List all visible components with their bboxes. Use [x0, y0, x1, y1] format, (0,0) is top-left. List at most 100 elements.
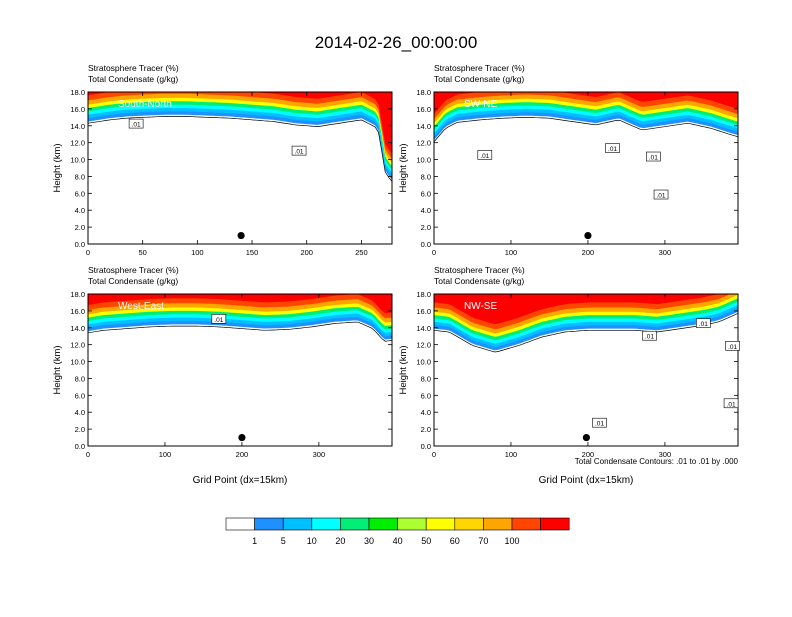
contour-label-box [723, 398, 739, 409]
x-tick-label: 300 [659, 248, 672, 257]
x-tick-label: 100 [505, 450, 518, 459]
panel-title-condensate: Total Condensate (g/kg) [88, 276, 178, 286]
y-tick-label: 14.0 [416, 324, 431, 333]
y-axis-label: Height (km) [52, 143, 63, 192]
x-tick-label: 150 [246, 248, 259, 257]
y-axis-label: Height (km) [398, 345, 409, 394]
x-axis-label: Grid Point (dx=15km) [193, 475, 288, 486]
colorbar-swatch [511, 517, 541, 531]
colorbar-label: 60 [450, 536, 460, 546]
y-tick-label: 2.0 [75, 425, 85, 434]
y-tick-label: 4.0 [75, 206, 85, 215]
y-tick-label: 12.0 [70, 139, 85, 148]
condensate-contour [434, 313, 738, 353]
contour-label-box [477, 150, 493, 160]
contour-label: .01 [295, 149, 304, 156]
y-tick-label: 4.0 [421, 408, 431, 417]
x-tick-label: 250 [355, 248, 368, 257]
panel-title-tracer: Stratosphere Tracer (%) [88, 63, 179, 73]
contour-label-box [646, 151, 661, 162]
y-tick-label: 2.0 [421, 425, 431, 434]
condensate-contour [434, 117, 738, 143]
x-tick-label: 0 [432, 248, 436, 257]
tracer-band-4 [88, 92, 392, 167]
contour-label: .01 [649, 155, 658, 162]
colorbar-label: 30 [364, 536, 374, 546]
colorbar-swatch [425, 517, 456, 531]
contour-label-box [592, 417, 607, 428]
region-label: SW-NE [464, 99, 497, 110]
panel-title-condensate: Total Condensate (g/kg) [434, 74, 524, 84]
contour-label: .01 [728, 344, 737, 351]
plot-area [88, 294, 392, 446]
location-marker [584, 231, 592, 240]
y-tick-label: 6.0 [75, 391, 85, 400]
y-tick-label: 18.0 [416, 290, 431, 299]
colorbar-swatch [540, 517, 570, 531]
region-label: West-East [118, 301, 164, 312]
plot-area [88, 92, 392, 244]
contour-label-box [605, 143, 620, 153]
y-tick-label: 0.0 [421, 240, 431, 249]
x-tick-label: 300 [659, 450, 672, 459]
y-tick-label: 0.0 [75, 240, 85, 249]
location-marker [238, 433, 246, 442]
x-tick-label: 0 [86, 248, 90, 257]
contour-label: .01 [132, 122, 141, 129]
colorbar-swatch [254, 517, 284, 531]
contour-label: .01 [608, 146, 617, 153]
y-tick-label: 18.0 [70, 290, 85, 299]
contour-label-box [696, 318, 711, 328]
contour-label-box [128, 118, 144, 129]
condensate-contour [88, 321, 392, 342]
colorbar-label: 70 [478, 536, 488, 546]
panel-title-tracer: Stratosphere Tracer (%) [434, 63, 525, 73]
y-tick-label: 16.0 [70, 105, 85, 114]
x-axis-label: Grid Point (dx=15km) [539, 475, 634, 486]
panel-title-condensate: Total Condensate (g/kg) [434, 276, 524, 286]
x-tick-label: 0 [432, 450, 436, 459]
contour-note: Total Condensate Contours: .01 to .01 by… [575, 457, 739, 466]
tracer-band-7 [434, 92, 738, 114]
panel-title-condensate: Total Condensate (g/kg) [88, 74, 178, 84]
panel-south-north: 0.0 2.0 4.0 6.0 8.0 10.0 12.0 14.0 16.0 18.0 0 50 10… [52, 63, 393, 257]
contour-label-box [642, 330, 657, 341]
colorbar-swatch [282, 517, 313, 531]
y-tick-label: 16.0 [416, 307, 431, 316]
panel-sw-ne: 0.0 2.0 4.0 6.0 8.0 10.0 12.0 14.0 16.0 18.0 0 100 2… [398, 63, 739, 257]
colorbar-swatch [311, 517, 341, 531]
x-tick-label: 100 [159, 450, 172, 459]
y-tick-label: 2.0 [75, 223, 85, 232]
y-tick-label: 0.0 [75, 442, 85, 451]
colorbar-swatch [483, 517, 513, 531]
y-tick-label: 12.0 [416, 139, 431, 148]
tracer-band-6 [88, 294, 392, 319]
y-tick-label: 14.0 [70, 324, 85, 333]
y-tick-label: 16.0 [416, 105, 431, 114]
colorbar-swatch [454, 517, 484, 531]
contour-label-box [653, 189, 669, 200]
contour-label: .01 [480, 153, 489, 160]
x-tick-label: 200 [300, 248, 313, 257]
y-tick-label: 12.0 [416, 341, 431, 350]
x-tick-label: 200 [582, 248, 595, 257]
contour-label-box [211, 314, 227, 324]
tracer-band-3 [88, 92, 392, 170]
contour-label: .01 [657, 193, 666, 200]
y-tick-label: 8.0 [75, 374, 85, 383]
y-tick-label: 14.0 [416, 122, 431, 131]
colorbar-label: 20 [335, 536, 345, 546]
y-tick-label: 18.0 [416, 88, 431, 97]
x-tick-label: 50 [139, 248, 147, 257]
y-tick-label: 0.0 [421, 442, 431, 451]
y-tick-label: 6.0 [75, 189, 85, 198]
tracer-band-7 [434, 294, 738, 325]
panel-title-tracer: Stratosphere Tracer (%) [434, 265, 525, 275]
colorbar-label: 50 [421, 536, 431, 546]
colorbar-swatch [368, 517, 398, 531]
y-tick-label: 10.0 [416, 156, 431, 165]
x-tick-label: 300 [313, 450, 326, 459]
y-tick-label: 6.0 [421, 189, 431, 198]
x-tick-label: 0 [86, 450, 90, 459]
